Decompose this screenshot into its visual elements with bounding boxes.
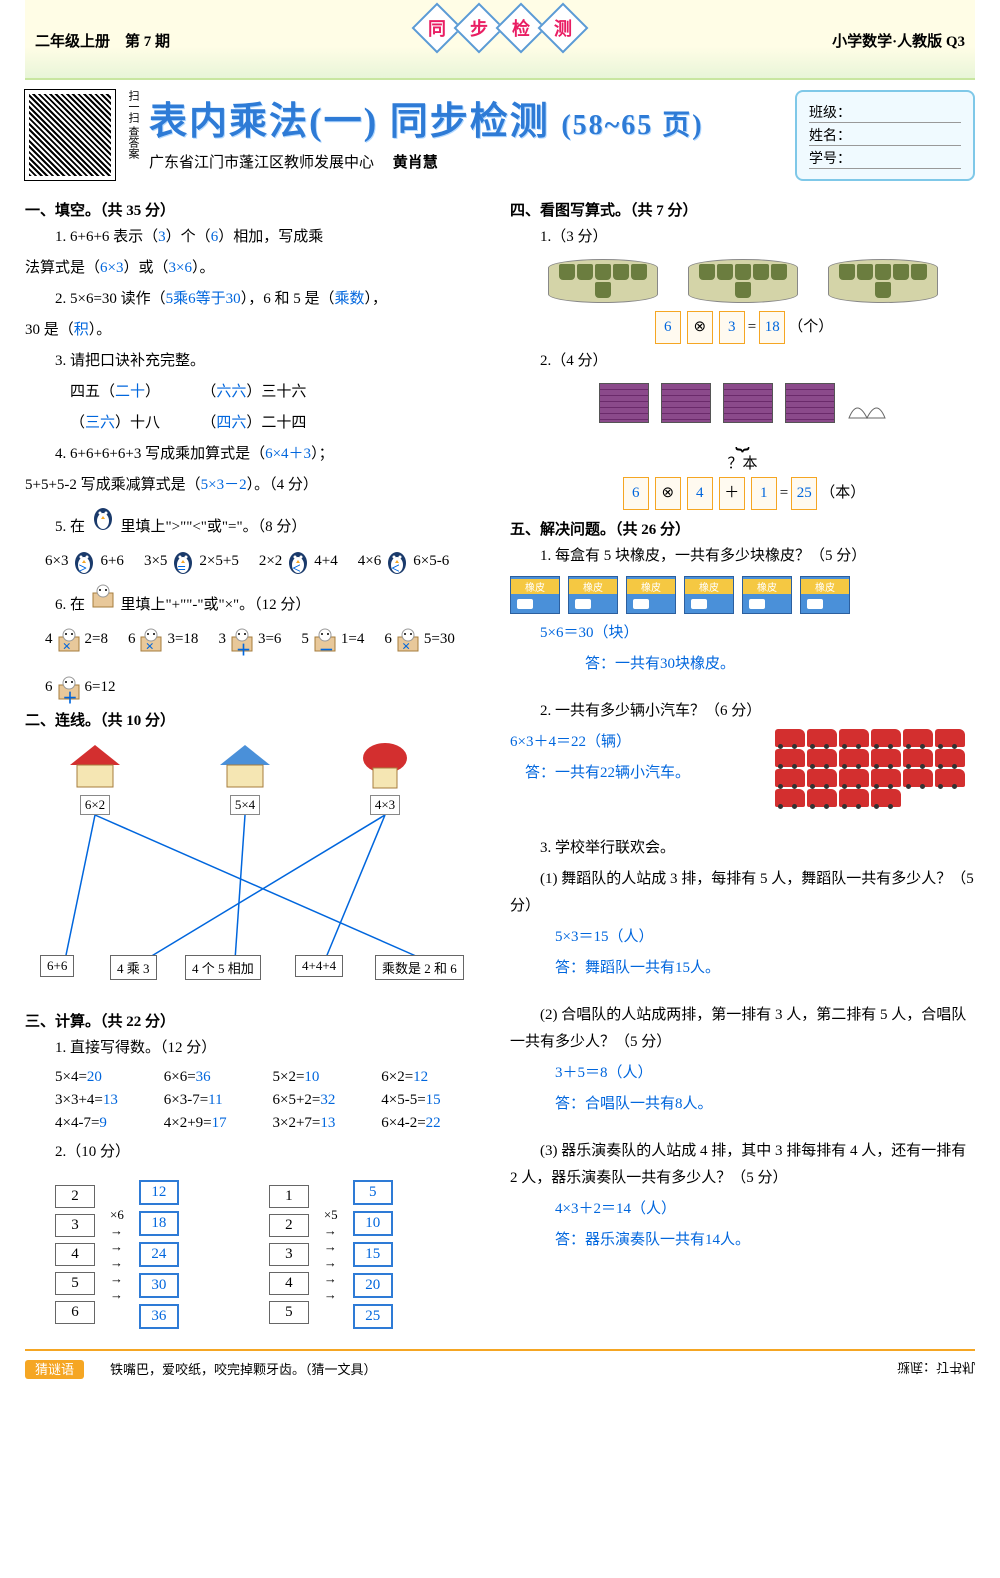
op-expr: 6×5=30 — [384, 625, 454, 653]
cups-illustration — [510, 259, 975, 303]
qr-code-icon — [25, 90, 115, 180]
calc-item: 6×5+2=32 — [273, 1092, 382, 1109]
house-2: 5×4 — [210, 740, 280, 815]
q5-items: 6×3>6+6 3×5=2×5+5 2×2<4+4 4×6<6×5-6 — [45, 547, 490, 575]
riddle-label: 猜谜语 — [25, 1360, 84, 1379]
open-book-icon — [847, 393, 887, 423]
q4-1-equation: 6⊗3=18（个） — [510, 311, 975, 344]
compare-expr: 4×6<6×5-6 — [358, 547, 449, 575]
calc-item: 6×3-7=11 — [164, 1092, 273, 1109]
riddle-answer: 谜底：订书机 — [897, 1359, 975, 1378]
op-expr: 4×2=8 — [45, 625, 108, 653]
q3: 3. 请把口诀补充完整。 — [25, 348, 490, 375]
title-row: 扫一扫 查答案 表内乘法(一) 同步检测 (58~65 页) 广东省江门市蓬江区… — [25, 90, 975, 181]
author: 广东省江门市蓬江区教师发展中心 黄肖慧 — [149, 151, 795, 172]
eraser-row — [510, 576, 975, 614]
books-illustration — [510, 383, 975, 423]
name-field[interactable]: 姓名： — [809, 125, 961, 146]
house-1: 6×2 — [60, 740, 130, 815]
worksheet-page: 二年级上册 第 7 期 同 步 检 测 小学数学·人教版 Q3 扫一扫 查答案 … — [0, 0, 1000, 1406]
q2-line2: 30 是（积）。 — [25, 317, 490, 344]
q6-items: 4×2=8 6×3=18 3＋3=6 5－1=4 6×5=30 6＋6=12 — [45, 625, 490, 701]
car-grid — [775, 729, 975, 807]
q1-line2: 法算式是（6×3）或（3×6）。 — [25, 255, 490, 282]
calc-item: 5×4=20 — [55, 1069, 164, 1086]
compare-expr: 2×2<4+4 — [259, 547, 338, 575]
calc-item: 4×5-5=15 — [381, 1092, 490, 1109]
student-info-box[interactable]: 班级： 姓名： 学号： — [795, 90, 975, 181]
q4-2-equation: 6⊗4＋1=25（本） — [510, 477, 975, 510]
section-1-head: 一、填空。（共 35 分） — [25, 199, 490, 220]
id-field[interactable]: 学号： — [809, 148, 961, 169]
op-expr: 6×3=18 — [128, 625, 198, 653]
op-expr: 6＋6=12 — [45, 673, 115, 701]
calc-item: 4×4-7=9 — [55, 1115, 164, 1132]
chain-diagrams: 23456×6→→→→→1218243036 12345×5→→→→→51015… — [25, 1170, 490, 1329]
section-5-head: 五、解决问题。（共 26 分） — [510, 518, 975, 539]
qr-label: 扫一扫 查答案 — [125, 90, 141, 159]
right-column: 四、看图写算式。（共 7 分） 1.（3 分） 6⊗3=18（个） 2.（4 分… — [510, 191, 975, 1329]
header-left: 二年级上册 第 7 期 — [35, 30, 170, 51]
calc-item: 6×4-2=22 — [381, 1115, 490, 1132]
q6: 6. 在 里填上"+""-"或"×"。（12 分） — [25, 581, 490, 619]
main-title: 表内乘法(一) 同步检测 (58~65 页) 广东省江门市蓬江区教师发展中心 黄… — [149, 90, 795, 172]
q5: 5. 在 里填上">""<"或"="。（8 分） — [25, 503, 490, 541]
section-4-head: 四、看图写算式。（共 7 分） — [510, 199, 975, 220]
calc-item: 3×2+7=13 — [273, 1115, 382, 1132]
left-column: 一、填空。（共 35 分） 1. 6+6+6 表示（3）个（6）相加，写成乘 法… — [25, 191, 490, 1329]
calc-item: 5×2=10 — [273, 1069, 382, 1086]
footer: 猜谜语 铁嘴巴，爱咬纸，咬完掉颗牙齿。（猜一文具） 谜底：订书机 — [25, 1349, 975, 1386]
calc-item: 6×2=12 — [381, 1069, 490, 1086]
q2-line1: 2. 5×6=30 读作（5乘6等于30），6 和 5 是（乘数）， — [25, 286, 490, 313]
matching-area[interactable]: 6×2 5×4 4×3 6+6 4 乘 3 4 个 5 相加 4+4+4 乘数是… — [25, 740, 490, 1000]
calc-item: 4×2+9=17 — [164, 1115, 273, 1132]
op-expr: 3＋3=6 — [218, 625, 281, 653]
box-cat-icon — [89, 581, 117, 609]
compare-expr: 6×3>6+6 — [45, 547, 124, 575]
section-2-head: 二、连线。（共 10 分） — [25, 709, 490, 730]
header-right: 小学数学·人教版 Q3 — [832, 30, 965, 51]
class-field[interactable]: 班级： — [809, 102, 961, 123]
banner-title: 同 步 检 测 — [419, 10, 581, 46]
q1-line1: 1. 6+6+6 表示（3）个（6）相加，写成乘 — [25, 224, 490, 251]
house-3: 4×3 — [350, 740, 420, 815]
calc-item: 6×6=36 — [164, 1069, 273, 1086]
compare-expr: 3×5=2×5+5 — [144, 547, 239, 575]
op-expr: 5－1=4 — [301, 625, 364, 653]
section-3-head: 三、计算。（共 22 分） — [25, 1010, 490, 1031]
top-banner: 二年级上册 第 7 期 同 步 检 测 小学数学·人教版 Q3 — [25, 0, 975, 80]
penguin-icon — [89, 503, 117, 531]
calc-grid: 5×4=206×6=365×2=106×2=12 3×3+4=136×3-7=11… — [25, 1066, 490, 1135]
calc-item: 3×3+4=13 — [55, 1092, 164, 1109]
